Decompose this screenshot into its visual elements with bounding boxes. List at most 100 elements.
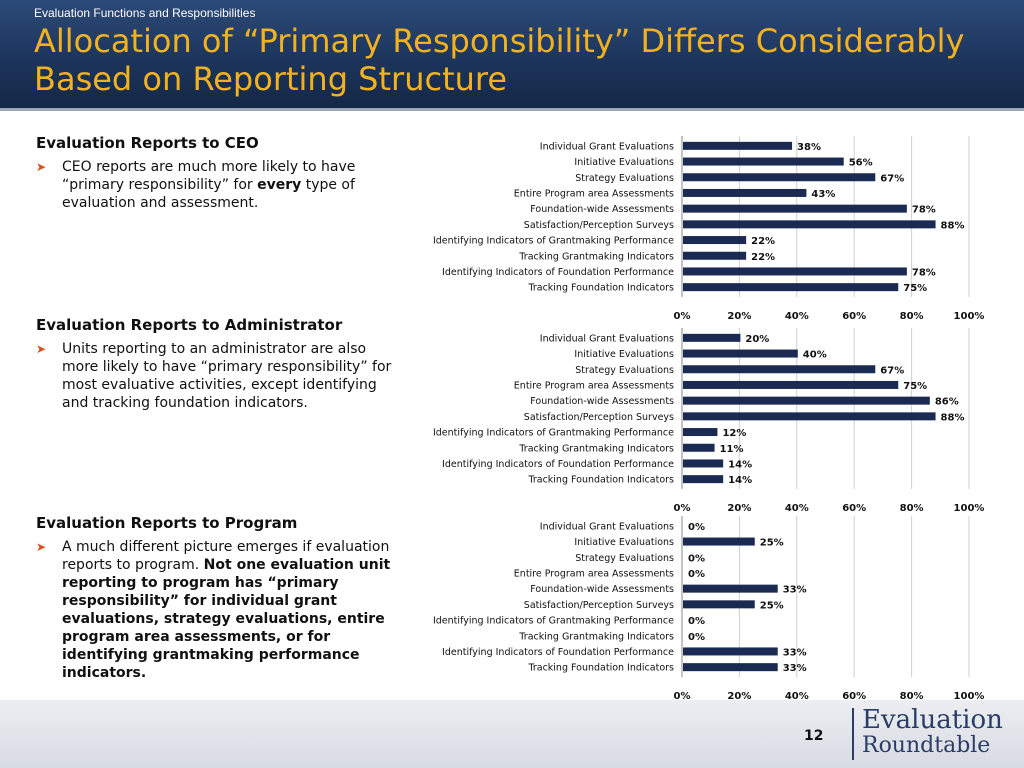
slide-subtitle: Evaluation Functions and Responsibilitie…	[34, 6, 256, 20]
data-label: 38%	[797, 142, 821, 153]
chart-program: 0% 20% 40% 60% 80% 100% Individual Grant Evalu…	[400, 514, 1000, 700]
x-tick-label: 0%	[674, 311, 691, 320]
category-label: Initiative Evaluations	[574, 157, 674, 168]
bullet-item: ➤ A much different picture emerges if ev…	[36, 538, 396, 682]
data-label: 14%	[728, 475, 752, 486]
bullet-item: ➤ CEO reports are much more likely to ha…	[36, 158, 396, 212]
chart-administrator: 0% 20% 40% 60% 80% 100% Individual Grant Evalu…	[400, 326, 1000, 512]
category-label: Individual Grant Evaluations	[540, 521, 674, 532]
data-label: 0%	[688, 616, 705, 627]
data-label: 78%	[912, 205, 936, 216]
category-label: Strategy Evaluations	[575, 365, 674, 376]
logo-text-roundtable: Roundtable	[862, 733, 991, 758]
x-tick-label: 80%	[900, 503, 924, 512]
category-label: Identifying Indicators of Foundation Per…	[442, 647, 674, 658]
data-label: 11%	[720, 444, 744, 455]
category-label: Strategy Evaluations	[575, 173, 674, 184]
bar	[683, 141, 793, 150]
category-label: Strategy Evaluations	[575, 553, 674, 564]
category-label: Entire Program area Assessments	[514, 188, 674, 199]
logo-text-evaluation: Evaluation	[862, 705, 1003, 735]
bar	[683, 188, 807, 197]
bar	[683, 173, 876, 182]
x-tick-label: 20%	[727, 691, 751, 700]
category-label: Identifying Indicators of Foundation Per…	[442, 459, 674, 470]
bar	[683, 365, 876, 374]
category-label: Satisfaction/Perception Surveys	[524, 600, 674, 611]
data-label: 78%	[912, 267, 936, 278]
section-administrator: Evaluation Reports to Administrator ➤ Un…	[36, 316, 396, 412]
bar-chart-program: 0% 20% 40% 60% 80% 100% Individual Grant Evalu…	[433, 516, 985, 700]
category-label: Individual Grant Evaluations	[540, 333, 674, 344]
bar	[683, 236, 747, 245]
bar	[683, 267, 907, 276]
data-label: 56%	[849, 158, 873, 169]
category-label: Identifying Indicators of Grantmaking Pe…	[433, 428, 674, 439]
data-label: 22%	[751, 252, 775, 263]
bullet-text: A much different picture emerges if eval…	[62, 539, 390, 573]
category-label: Satisfaction/Perception Surveys	[524, 220, 674, 231]
data-label: 22%	[751, 236, 775, 247]
bullet-text-end: type of evaluation and assessment.	[62, 177, 355, 211]
bar	[683, 333, 741, 342]
section-heading: Evaluation Reports to Administrator	[36, 316, 343, 334]
data-label: 0%	[688, 569, 705, 580]
data-label: 12%	[722, 428, 746, 439]
x-tick-label: 60%	[842, 503, 866, 512]
category-label: Tracking Grantmaking Indicators	[518, 443, 674, 454]
bar	[683, 443, 715, 452]
data-label: 67%	[880, 365, 904, 376]
data-label: 40%	[803, 350, 827, 361]
category-label: Satisfaction/Perception Surveys	[524, 412, 674, 423]
bar	[683, 647, 778, 656]
data-label: 88%	[941, 412, 965, 423]
data-label: 75%	[903, 381, 927, 392]
bar	[683, 600, 755, 609]
category-label: Tracking Foundation Indicators	[527, 475, 674, 486]
section-ceo: Evaluation Reports to CEO ➤ CEO reports …	[36, 134, 396, 212]
bar-chart-administrator: 0% 20% 40% 60% 80% 100% Individual Grant Evalu…	[433, 328, 984, 512]
logo-divider	[852, 708, 854, 760]
category-label: Tracking Grantmaking Indicators	[518, 251, 674, 262]
x-tick-label: 20%	[727, 311, 751, 320]
x-tick-label: 40%	[785, 503, 809, 512]
header-band	[0, 0, 1024, 108]
data-label: 33%	[783, 663, 807, 674]
section-heading: Evaluation Reports to Program	[36, 514, 298, 532]
x-tick-label: 60%	[842, 691, 866, 700]
bar-chart-ceo: 0% 20% 40% 60% 80% 100% Individual Grant Evalu…	[433, 136, 985, 320]
bullet-item: ➤ Units reporting to an administrator ar…	[36, 340, 396, 412]
x-tick-label: 100%	[954, 691, 985, 700]
category-label: Tracking Grantmaking Indicators	[518, 631, 674, 642]
bullet-bold-text: every	[257, 177, 302, 193]
x-tick-label: 100%	[954, 311, 985, 320]
data-label: 0%	[688, 632, 705, 643]
category-label: Foundation-wide Assessments	[530, 204, 674, 215]
category-label: Initiative Evaluations	[574, 349, 674, 360]
category-label: Entire Program area Assessments	[514, 568, 674, 579]
data-label: 86%	[935, 397, 959, 408]
bar	[683, 220, 936, 229]
bar	[683, 428, 718, 437]
x-tick-label: 60%	[842, 311, 866, 320]
bar	[683, 537, 755, 546]
x-tick-label: 0%	[674, 503, 691, 512]
bar	[683, 475, 724, 484]
bar	[683, 157, 844, 166]
bar	[683, 283, 899, 292]
category-label: Identifying Indicators of Foundation Per…	[442, 267, 674, 278]
category-label: Tracking Foundation Indicators	[527, 283, 674, 294]
x-tick-label: 20%	[727, 503, 751, 512]
x-tick-label: 40%	[785, 691, 809, 700]
bullet-text: Units reporting to an administrator are …	[62, 341, 392, 411]
data-label: 33%	[783, 647, 807, 658]
slide-title: Allocation of “Primary Responsibility” D…	[34, 22, 965, 98]
bullet-text: CEO reports are much more likely to have…	[62, 159, 356, 193]
category-label: Entire Program area Assessments	[514, 380, 674, 391]
bullet-bold-text: Not one evaluation unit reporting to pro…	[62, 557, 391, 681]
page-number: 12	[804, 728, 824, 744]
bar	[683, 412, 936, 421]
data-label: 67%	[880, 173, 904, 184]
data-label: 14%	[728, 459, 752, 470]
arrow-bullet-icon: ➤	[36, 540, 47, 554]
